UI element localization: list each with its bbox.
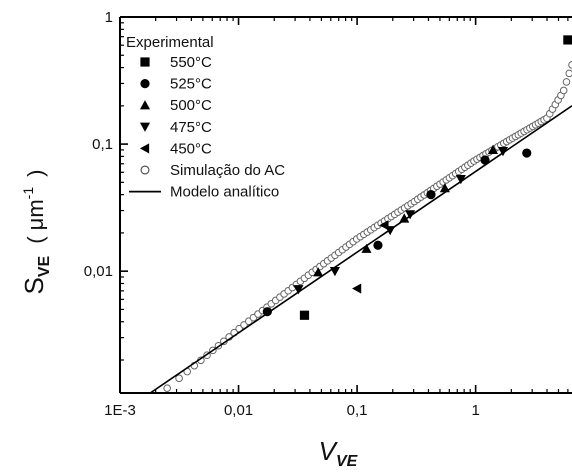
legend-label: 550°C [170, 54, 212, 71]
data-point-triangle-down [293, 285, 304, 295]
legend-marker-square [140, 57, 150, 67]
data-point-triangle-up [487, 144, 499, 155]
y-axis-title: SVE( μm-1) [19, 170, 53, 295]
legend-label: 525°C [170, 76, 212, 93]
legend: Experimental 550°C 525°C 500°C 475°C 450°C Sim… [126, 34, 285, 201]
legend-label: 450°C [170, 140, 212, 157]
legend-label: Simulação do AC [170, 162, 285, 179]
simulation-point [565, 69, 572, 78]
legend-title: Experimental [126, 34, 214, 51]
data-point-triangle-down [455, 174, 466, 185]
data-point-triangle-up [439, 183, 450, 193]
legend-marker-triangle-up [139, 100, 151, 110]
analytic-model-line [149, 105, 572, 394]
x-tick-label: 0,01 [224, 402, 253, 419]
legend-label: Modelo analítico [170, 184, 279, 201]
simulation-point [163, 384, 171, 392]
y-tick-label: 1 [105, 9, 113, 26]
legend-label: 500°C [170, 97, 212, 114]
data-point-triangle-down [405, 210, 416, 220]
simulation-point [559, 86, 568, 95]
data-point-circle [262, 307, 272, 317]
data-point-square [563, 35, 572, 45]
legend-label: 475°C [170, 119, 212, 136]
data-point-circle [480, 155, 490, 165]
legend-marker-circle [140, 79, 150, 89]
x-tick-label: 0,1 [347, 402, 368, 419]
data-point-triangle-left [379, 220, 389, 231]
legend-marker-triangle-left [139, 143, 150, 154]
simulation-point [568, 61, 572, 69]
y-tick-label: 0,1 [92, 136, 113, 153]
simulation-point [175, 374, 183, 383]
legend-marker-open-circle [140, 165, 150, 175]
data-point-circle [426, 190, 436, 200]
data-point-triangle-down [329, 267, 340, 277]
data-point-square [299, 310, 310, 320]
data-point-triangle-up [361, 243, 372, 253]
data-point-triangle-left [352, 283, 362, 294]
legend-marker-triangle-down [139, 122, 151, 132]
experimental-points [262, 35, 572, 320]
data-point-triangle-up [313, 267, 324, 277]
data-point-triangle-down [497, 147, 509, 157]
data-point-triangle-up [399, 213, 410, 223]
simulation-point [562, 78, 571, 86]
analytic-model-line-path [149, 105, 572, 394]
x-tick-label: 1 [471, 402, 479, 419]
y-tick-label: 0,01 [84, 263, 113, 280]
data-point-circle [373, 240, 383, 250]
x-tick-label: 1E-3 [104, 402, 136, 419]
x-axis-title: VVE [319, 436, 359, 470]
plot-frame [119, 16, 572, 394]
axis-ticks: 1E-3 0,01 0,1 1 0,01 0,1 1 [84, 9, 569, 419]
data-point-circle [522, 148, 532, 158]
